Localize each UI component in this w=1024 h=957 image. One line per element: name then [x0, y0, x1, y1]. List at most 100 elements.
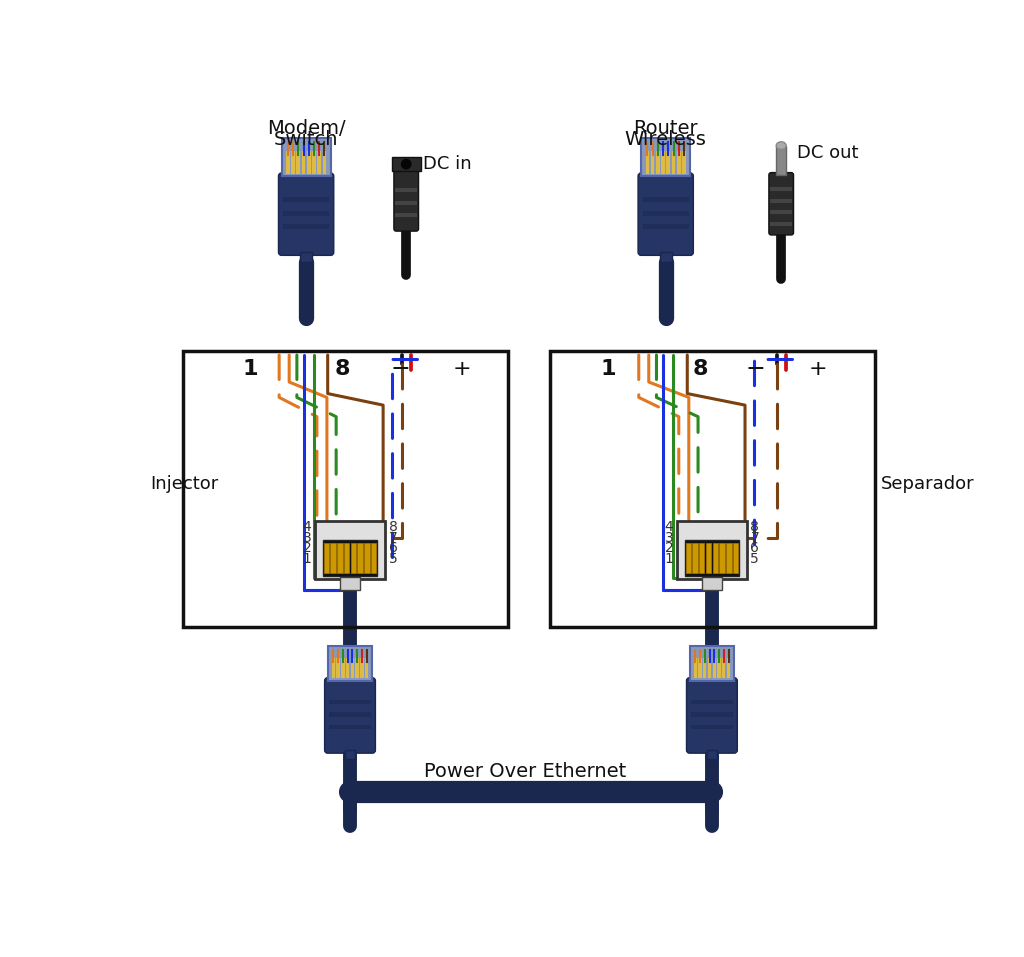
Bar	[707, 750, 717, 759]
FancyBboxPatch shape	[686, 678, 737, 753]
Bar	[331, 543, 336, 572]
Bar	[315, 521, 385, 579]
Text: 8: 8	[751, 520, 759, 534]
Bar	[645, 151, 649, 174]
Text: 8: 8	[692, 359, 709, 379]
Bar	[341, 657, 344, 679]
Text: Switch: Switch	[273, 130, 338, 149]
Bar	[659, 253, 672, 262]
Text: 3: 3	[665, 530, 674, 545]
FancyBboxPatch shape	[325, 678, 376, 753]
Text: +: +	[809, 359, 827, 379]
Bar	[719, 543, 725, 572]
Bar	[691, 724, 733, 729]
Bar	[691, 700, 733, 704]
Bar	[357, 543, 362, 572]
Text: DC out: DC out	[797, 145, 858, 162]
Bar	[330, 724, 371, 729]
Bar	[689, 646, 734, 680]
Bar	[337, 543, 343, 572]
Bar	[346, 657, 349, 679]
Bar	[656, 151, 659, 174]
Bar	[693, 657, 697, 679]
Bar	[337, 657, 340, 679]
Bar	[395, 213, 417, 217]
Text: 1: 1	[665, 552, 674, 567]
Bar	[713, 543, 718, 572]
Bar	[651, 151, 654, 174]
Text: Wireless: Wireless	[625, 130, 707, 149]
Text: Modem/: Modem/	[267, 119, 345, 138]
Text: 1: 1	[242, 359, 258, 379]
Bar	[300, 253, 312, 262]
Bar	[291, 151, 295, 174]
Bar	[727, 657, 730, 679]
Bar	[726, 543, 731, 572]
Bar	[643, 224, 689, 230]
Bar	[550, 351, 876, 627]
Text: 8: 8	[335, 359, 350, 379]
Bar	[713, 657, 716, 679]
Text: 1: 1	[303, 552, 311, 567]
Bar	[286, 151, 290, 174]
FancyBboxPatch shape	[638, 173, 693, 256]
Bar	[692, 543, 697, 572]
Bar	[351, 657, 354, 679]
Text: 2: 2	[665, 542, 674, 555]
Bar	[682, 151, 686, 174]
Bar	[283, 211, 329, 215]
Bar	[667, 151, 670, 174]
Bar	[662, 151, 665, 174]
Bar	[307, 151, 310, 174]
Ellipse shape	[776, 142, 786, 149]
Bar	[345, 750, 355, 759]
Text: 4: 4	[665, 520, 674, 534]
Bar	[283, 197, 329, 202]
Bar	[770, 188, 792, 191]
Text: 6: 6	[751, 542, 759, 555]
Text: +: +	[453, 359, 471, 379]
Bar	[776, 145, 786, 175]
Bar	[677, 521, 746, 579]
Text: 5: 5	[751, 552, 759, 567]
Bar	[706, 543, 712, 572]
Bar	[718, 657, 721, 679]
Text: 4: 4	[303, 520, 311, 534]
Bar	[703, 657, 707, 679]
Text: −: −	[390, 357, 410, 381]
Bar	[328, 646, 373, 680]
Bar	[332, 657, 335, 679]
Text: Power Over Ethernet: Power Over Ethernet	[424, 762, 626, 781]
Bar	[323, 151, 327, 174]
Bar	[699, 543, 705, 572]
Text: 1: 1	[600, 359, 615, 379]
FancyBboxPatch shape	[279, 173, 334, 256]
Bar	[323, 540, 377, 576]
FancyBboxPatch shape	[394, 168, 419, 231]
Text: DC in: DC in	[423, 155, 472, 173]
Circle shape	[400, 159, 412, 169]
Bar	[643, 197, 689, 202]
Text: 7: 7	[751, 530, 759, 545]
Text: Router: Router	[634, 119, 698, 138]
Bar	[297, 151, 300, 174]
Bar	[365, 543, 370, 572]
Text: 8: 8	[388, 520, 397, 534]
Bar	[698, 657, 701, 679]
Text: 3: 3	[303, 530, 311, 545]
Bar	[770, 211, 792, 214]
Bar	[691, 712, 733, 717]
Bar	[183, 351, 508, 627]
Bar	[330, 700, 371, 704]
Text: 7: 7	[388, 530, 397, 545]
Bar	[395, 188, 417, 191]
Bar	[677, 151, 681, 174]
Bar	[770, 199, 792, 203]
Text: Injector: Injector	[150, 476, 218, 494]
Bar	[395, 201, 417, 205]
Bar	[371, 543, 377, 572]
Bar	[770, 222, 792, 226]
Bar	[330, 712, 371, 717]
Bar	[324, 543, 329, 572]
Bar	[360, 657, 364, 679]
